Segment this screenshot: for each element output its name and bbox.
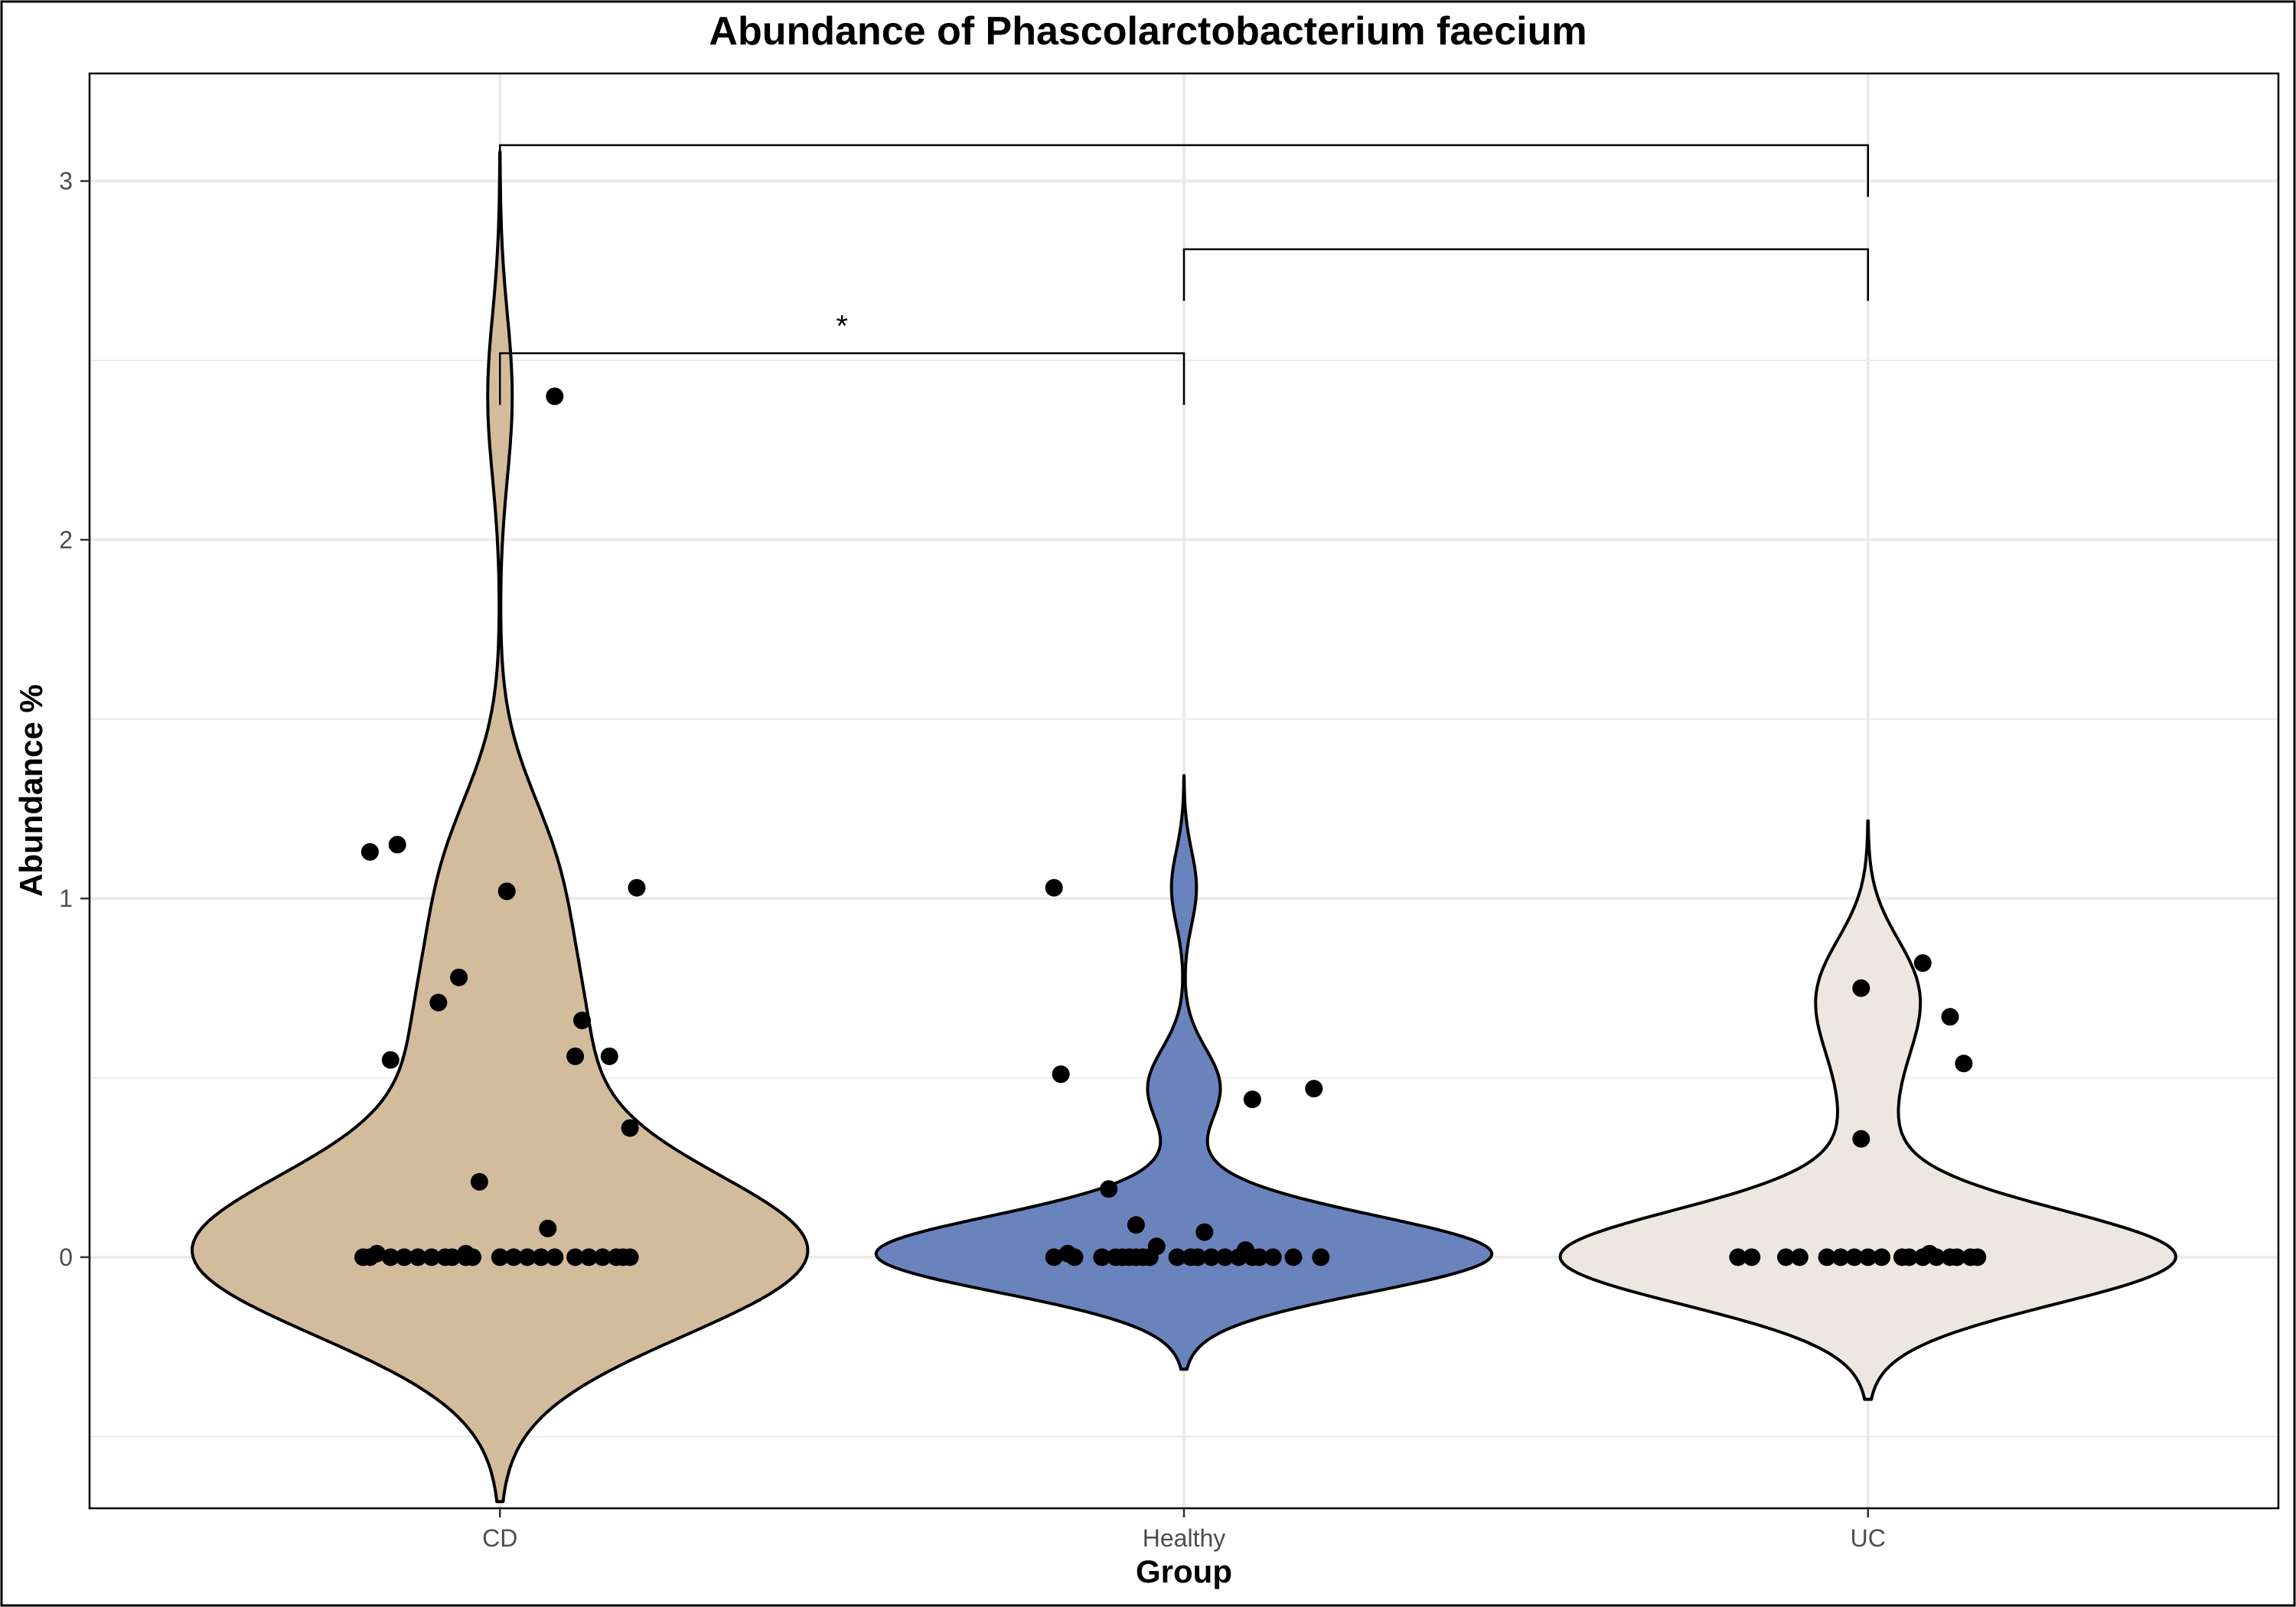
axis-ticks: 0 1 2 3 CD Healthy UC xyxy=(59,168,1886,1552)
data-point-healthy xyxy=(1189,1248,1207,1266)
y-tick-label: 2 xyxy=(59,526,73,553)
data-point-healthy xyxy=(1140,1248,1159,1266)
data-point-uc xyxy=(1777,1248,1795,1266)
data-point-cd xyxy=(546,387,564,406)
data-point-cd xyxy=(546,1248,564,1266)
violins xyxy=(191,150,2177,1504)
data-point-uc xyxy=(1948,1248,1966,1266)
data-point-cd xyxy=(566,1248,585,1266)
comparison-bracket xyxy=(499,144,1869,197)
data-point-cd xyxy=(532,1248,550,1266)
significance-brackets: * xyxy=(499,144,1869,406)
data-point-healthy xyxy=(1093,1248,1111,1266)
x-tick-label: CD xyxy=(482,1524,517,1552)
data-point-cd xyxy=(497,882,516,901)
data-point-healthy xyxy=(1195,1223,1214,1241)
data-point-cd xyxy=(539,1219,557,1237)
data-point-cd xyxy=(457,1244,475,1263)
data-point-cd xyxy=(621,1119,639,1137)
data-point-cd xyxy=(491,1248,509,1266)
data-point-cd xyxy=(381,1051,400,1069)
data-point-cd xyxy=(628,878,646,897)
data-point-uc xyxy=(1790,1248,1808,1266)
data-point-cd xyxy=(573,1012,591,1029)
data-point-cd xyxy=(593,1248,612,1266)
data-point-uc xyxy=(1968,1248,1987,1266)
data-point-uc xyxy=(1913,954,1932,972)
data-point-healthy xyxy=(1052,1065,1070,1084)
data-point-cd xyxy=(621,1248,639,1266)
data-point-uc xyxy=(1873,1248,1891,1266)
data-point-uc xyxy=(1831,1248,1850,1266)
data-point-cd xyxy=(395,1248,413,1266)
data-point-cd xyxy=(422,1248,441,1266)
data-point-uc xyxy=(1852,979,1870,997)
data-point-cd xyxy=(409,1248,427,1266)
data-point-cd xyxy=(566,1047,585,1065)
y-tick-label: 1 xyxy=(59,885,73,912)
data-point-cd xyxy=(360,843,379,861)
data-point-healthy xyxy=(1127,1216,1145,1234)
data-point-healthy xyxy=(1168,1248,1186,1266)
data-point-uc xyxy=(1743,1248,1761,1266)
data-point-uc xyxy=(1920,1244,1939,1263)
data-point-uc xyxy=(1859,1248,1877,1266)
x-tick-label: Healthy xyxy=(1143,1524,1226,1552)
data-point-healthy xyxy=(1065,1248,1084,1266)
data-point-cd xyxy=(443,1248,461,1266)
data-point-cd xyxy=(450,968,468,986)
violin-uc xyxy=(1558,819,2177,1401)
data-point-cd xyxy=(429,993,448,1012)
data-point-healthy xyxy=(1230,1248,1247,1266)
data-point-healthy xyxy=(1045,878,1063,897)
data-point-healthy xyxy=(1216,1248,1234,1266)
data-point-healthy xyxy=(1312,1248,1330,1266)
data-point-cd xyxy=(470,1172,488,1191)
data-point-cd xyxy=(579,1248,598,1266)
chart-title: Abundance of Phascolarctobacterium faeci… xyxy=(709,9,1587,54)
data-point-uc xyxy=(1941,1008,1959,1026)
data-point-cd xyxy=(518,1248,536,1266)
data-point-uc xyxy=(1852,1129,1870,1148)
data-point-healthy xyxy=(1202,1248,1221,1266)
data-points xyxy=(354,387,1987,1266)
violin-healthy xyxy=(874,774,1494,1371)
comparison-bracket xyxy=(1182,248,1869,302)
data-point-healthy xyxy=(1264,1248,1282,1266)
data-point-healthy xyxy=(1243,1090,1261,1109)
data-point-healthy xyxy=(1045,1248,1063,1266)
data-point-healthy xyxy=(1250,1248,1268,1266)
data-point-healthy xyxy=(1100,1180,1118,1198)
data-point-healthy xyxy=(1305,1080,1323,1098)
y-tick-label: 3 xyxy=(59,168,73,195)
data-point-healthy xyxy=(1284,1248,1303,1266)
data-point-uc xyxy=(1729,1248,1747,1266)
data-point-cd xyxy=(381,1248,400,1266)
comparison-bracket xyxy=(499,352,1186,406)
data-point-uc xyxy=(1845,1248,1864,1266)
x-axis-title: Group xyxy=(1136,1553,1232,1589)
data-point-cd xyxy=(388,836,406,854)
data-point-cd xyxy=(504,1248,523,1266)
data-point-cd xyxy=(600,1047,618,1065)
data-point-cd xyxy=(354,1248,372,1266)
y-axis-title: Abundance % xyxy=(13,684,49,897)
data-point-uc xyxy=(1955,1054,1973,1073)
x-tick-label: UC xyxy=(1851,1524,1886,1552)
data-point-uc xyxy=(1818,1248,1836,1266)
data-point-cd xyxy=(367,1244,386,1263)
y-tick-label: 0 xyxy=(59,1244,73,1271)
significance-label: * xyxy=(836,310,848,344)
data-point-uc xyxy=(1900,1248,1918,1266)
